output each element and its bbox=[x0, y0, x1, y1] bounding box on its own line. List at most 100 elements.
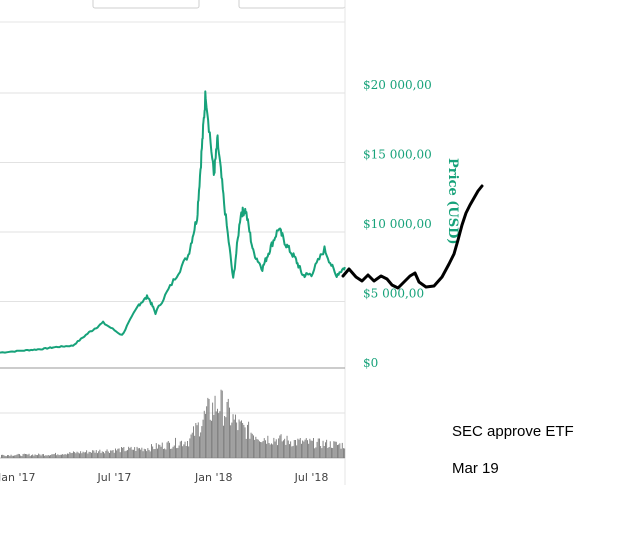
volume-bar bbox=[248, 421, 250, 458]
volume-bar bbox=[21, 456, 23, 458]
volume-bar bbox=[182, 446, 184, 458]
volume-bar bbox=[321, 448, 323, 458]
volume-bar bbox=[224, 416, 226, 458]
volume-bar bbox=[253, 435, 254, 458]
volume-bar bbox=[211, 420, 212, 458]
volume-bar bbox=[124, 451, 126, 458]
volume-bar bbox=[118, 448, 120, 458]
volume-bar bbox=[332, 448, 334, 458]
volume-bar bbox=[79, 453, 80, 458]
volume-bar bbox=[98, 451, 100, 458]
volume-bar bbox=[237, 430, 239, 458]
volume-bar bbox=[44, 455, 46, 458]
volume-bar bbox=[152, 446, 154, 458]
volume-bar bbox=[143, 448, 145, 458]
volume-bar bbox=[20, 455, 22, 458]
volume-bar bbox=[159, 444, 161, 458]
volume-bar bbox=[289, 444, 290, 458]
x-tick-label: Jul '17 bbox=[97, 471, 132, 484]
volume-bar bbox=[230, 425, 232, 458]
volume-bar bbox=[37, 455, 38, 458]
volume-bar bbox=[153, 449, 155, 458]
price-line bbox=[0, 90, 346, 354]
volume-bar bbox=[155, 443, 157, 458]
volume-bar bbox=[63, 454, 65, 458]
volume-bar bbox=[38, 453, 40, 458]
volume-bar bbox=[231, 422, 233, 458]
volume-bar bbox=[196, 425, 198, 458]
volume-bar bbox=[7, 455, 8, 458]
volume-bar bbox=[239, 421, 241, 458]
volume-bar bbox=[329, 441, 331, 458]
volume-bar bbox=[307, 440, 308, 458]
volume-bar bbox=[261, 442, 263, 458]
volume-bar bbox=[166, 442, 168, 458]
volume-bar bbox=[164, 448, 166, 458]
volume-bar bbox=[311, 440, 313, 458]
volume-bar bbox=[41, 454, 43, 458]
volume-bar bbox=[322, 440, 324, 458]
volume-bar bbox=[340, 448, 342, 458]
volume-bar bbox=[57, 454, 59, 458]
volume-bar bbox=[27, 454, 29, 458]
volume-bar bbox=[161, 442, 163, 458]
x-tick-label: Jan '18 bbox=[194, 471, 232, 484]
volume-bar bbox=[80, 451, 82, 458]
volume-bar bbox=[123, 447, 125, 458]
y-axis-label: Price (USD) bbox=[445, 158, 460, 245]
volume-bar bbox=[106, 449, 108, 458]
x-tick-label: Jan '17 bbox=[0, 471, 35, 484]
volume-bar bbox=[65, 454, 67, 458]
volume-bar bbox=[227, 398, 229, 458]
volume-bar bbox=[136, 446, 138, 458]
volume-bar bbox=[133, 449, 134, 458]
volume-bar bbox=[263, 438, 265, 458]
volume-bar bbox=[49, 455, 50, 458]
volume-bar bbox=[8, 455, 10, 458]
volume-bar bbox=[160, 446, 162, 458]
volume-bar bbox=[147, 448, 149, 458]
volume-bar bbox=[53, 454, 55, 458]
volume-bar bbox=[176, 448, 178, 458]
volume-bar bbox=[314, 448, 316, 458]
volume-bar bbox=[269, 444, 271, 458]
volume-bar bbox=[173, 445, 175, 458]
volume-bar bbox=[119, 452, 121, 458]
volume-bar bbox=[87, 453, 89, 458]
volume-bar bbox=[235, 414, 236, 458]
volume-bar bbox=[113, 452, 115, 458]
volume-bar bbox=[279, 435, 281, 458]
volume-bar bbox=[302, 440, 304, 458]
volume-bar bbox=[85, 452, 86, 458]
range-start-dropdown[interactable] bbox=[92, 0, 200, 9]
volume-bar bbox=[333, 441, 335, 458]
volume-bar bbox=[323, 446, 325, 458]
volume-bar bbox=[297, 438, 299, 458]
date-annotation: Mar 19 bbox=[452, 460, 499, 477]
volume-bar bbox=[88, 451, 90, 458]
volume-bar bbox=[266, 443, 268, 458]
range-end-dropdown[interactable] bbox=[238, 0, 346, 9]
volume-bar bbox=[249, 438, 251, 458]
volume-bar bbox=[67, 453, 68, 458]
volume-bar bbox=[73, 451, 74, 458]
volume-bar bbox=[265, 440, 266, 458]
volume-bar bbox=[223, 425, 224, 458]
volume-bar bbox=[59, 454, 61, 458]
volume-bar bbox=[183, 444, 185, 458]
volume-bar bbox=[313, 438, 314, 458]
volume-bar bbox=[212, 402, 214, 458]
volume-bar bbox=[64, 454, 66, 458]
volume-bar bbox=[319, 438, 320, 458]
volume-bar bbox=[287, 440, 289, 458]
y-tick-label: $15 000,00 bbox=[363, 148, 432, 162]
volume-bar bbox=[286, 435, 288, 458]
volume-bar bbox=[74, 452, 76, 458]
volume-bar bbox=[320, 446, 322, 458]
volume-bar bbox=[304, 439, 306, 458]
volume-bar bbox=[91, 452, 92, 458]
volume-bar bbox=[316, 441, 318, 458]
volume-bar bbox=[201, 426, 203, 458]
volume-bar bbox=[177, 447, 179, 458]
